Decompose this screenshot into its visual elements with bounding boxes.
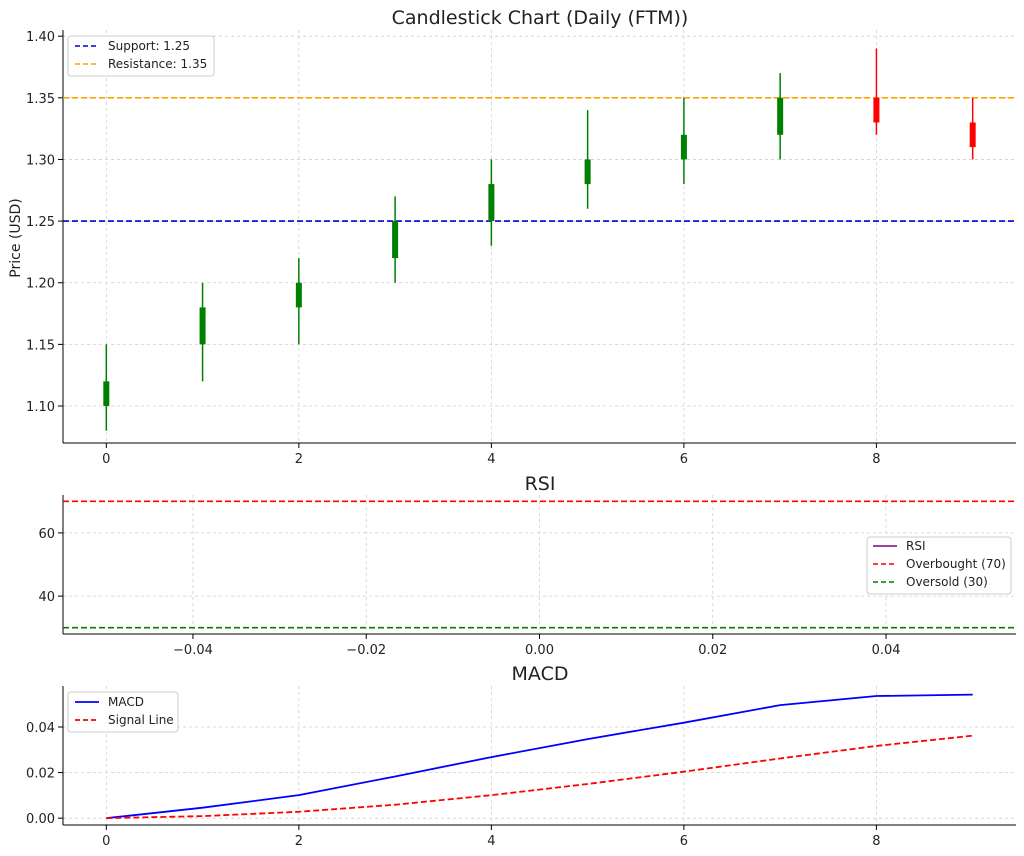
y-tick-label: 1.25	[26, 215, 55, 230]
y-tick-label: 0.02	[26, 767, 55, 782]
x-tick-label: 6	[680, 834, 688, 849]
rsi-legend: RSI Overbought (70) Oversold (30)	[866, 536, 1012, 595]
legend-label-resistance: Resistance: 1.35	[108, 57, 207, 71]
candlestick-plot-area: 0 2 4 6 8 1.10 1.15 1.20 1.25 1.30 1.35 1.40	[26, 30, 1016, 467]
x-tick-label: −0.04	[173, 643, 213, 658]
legend-label-support: Support: 1.25	[108, 39, 190, 53]
candle-body	[392, 221, 399, 259]
macd-plot-area: 0 2 4 6 8 0.00 0.02 0.04	[26, 686, 1016, 849]
rsi-title: RSI	[525, 473, 556, 495]
x-tick-label: 4	[487, 834, 495, 849]
y-tick-label: 40	[38, 590, 55, 605]
x-tick-label: 8	[872, 452, 880, 467]
gridlines	[63, 30, 1016, 443]
legend-label-rsi: RSI	[906, 539, 926, 553]
y-tick-label: 1.20	[26, 277, 55, 292]
y-tick-label: 0.00	[26, 812, 55, 827]
x-tick-label: 6	[680, 452, 688, 467]
legend-label-overbought: Overbought (70)	[906, 557, 1006, 571]
x-tick-label: 8	[872, 834, 880, 849]
y-tick-label: 60	[38, 527, 55, 542]
y-tick-label: 1.35	[26, 92, 55, 107]
x-tick-label: 2	[295, 834, 303, 849]
candle-body	[295, 282, 302, 308]
rsi-plot-area: −0.04 −0.02 0.00 0.02 0.04 40 60	[38, 495, 1016, 658]
candle-body	[199, 307, 206, 345]
candle-body	[969, 122, 976, 148]
candle-body	[873, 97, 880, 123]
y-tick-label: 0.04	[26, 721, 55, 736]
legend-box	[866, 536, 1012, 595]
legend-label-macd: MACD	[108, 695, 144, 709]
chart-title: Candlestick Chart (Daily (FTM))	[392, 7, 689, 29]
candle-body	[488, 184, 495, 222]
macd-line	[106, 693, 973, 820]
x-tick-label: 0.04	[872, 643, 901, 658]
x-tick-label: −0.02	[346, 643, 386, 658]
legend-label-oversold: Oversold (30)	[906, 575, 988, 589]
y-tick-label: 1.15	[26, 338, 55, 353]
candle-body	[103, 381, 110, 407]
x-tick-label: 0.02	[698, 643, 727, 658]
candle-body	[584, 159, 591, 185]
gridlines	[63, 495, 1016, 634]
x-tick-label: 0.00	[525, 643, 554, 658]
x-tick-label: 0	[102, 452, 110, 467]
x-tick-label: 2	[295, 452, 303, 467]
signal-line	[106, 734, 973, 820]
candle-body	[680, 134, 687, 160]
price-legend: Support: 1.25 Resistance: 1.35	[67, 35, 215, 77]
y-tick-label: 1.30	[26, 153, 55, 168]
gridlines	[63, 686, 1016, 825]
x-tick-label: 4	[487, 452, 495, 467]
y-tick-label: 1.10	[26, 400, 55, 415]
candle-body	[777, 97, 784, 135]
y-tick-label: 1.40	[26, 30, 55, 45]
x-tick-label: 0	[102, 834, 110, 849]
macd-legend: MACD Signal Line	[67, 691, 179, 733]
legend-label-signal: Signal Line	[108, 713, 174, 727]
y-axis-label: Price (USD)	[8, 198, 24, 277]
macd-title: MACD	[512, 663, 569, 685]
legend-box	[67, 35, 215, 77]
